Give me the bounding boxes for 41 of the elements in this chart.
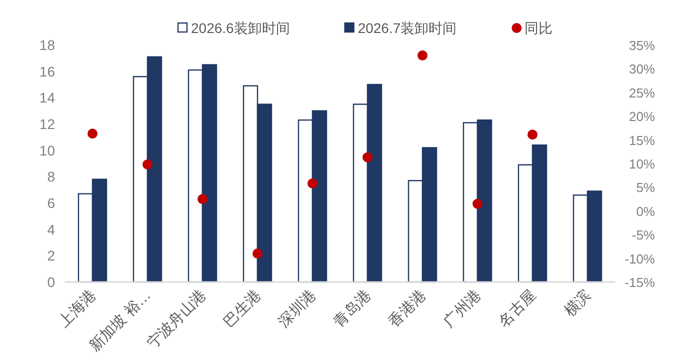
y-tick-label: 18 (39, 37, 56, 53)
y2-tick-label: -10% (624, 251, 656, 266)
x-tick-label: 名古屋 (495, 286, 540, 331)
point (252, 248, 262, 259)
legend-label: 2026.7装卸时间 (358, 20, 457, 36)
y-tick-label: 6 (47, 195, 56, 211)
y2-tick-label: 10% (628, 156, 656, 172)
point (88, 128, 98, 139)
y2-tick-label: 20% (628, 109, 656, 124)
legend-label: 2026.6装卸时间 (191, 20, 290, 36)
x-tick-label: 香港港 (385, 286, 430, 331)
x-tick-label: 上海港 (55, 286, 100, 331)
y-tick-label: 10 (39, 142, 56, 158)
y2-tick-label: 30% (628, 62, 656, 77)
y-tick-label: 2 (47, 248, 56, 264)
y2-tick-label: 25% (628, 85, 656, 100)
point (472, 198, 482, 209)
y-tick-label: 0 (47, 274, 56, 290)
y-tick-label: 8 (47, 168, 56, 185)
y2-tick-label: -15% (624, 275, 656, 290)
x-tick-label: 巴生港 (220, 286, 264, 331)
y2-tick-label: 0% (636, 204, 656, 219)
point (418, 50, 428, 60)
y2-tick-label: 15% (628, 132, 656, 148)
y-tick-label: 12 (39, 116, 56, 132)
y-tick-label: 4 (47, 221, 56, 238)
y2-tick-label: -5% (632, 228, 656, 243)
y-tick-label: 14 (39, 90, 56, 106)
x-tick-label: 横滨 (561, 286, 594, 320)
legend-label: 同比 (524, 20, 553, 36)
x-tick-label: 青岛港 (330, 286, 374, 331)
point (198, 194, 208, 204)
y-tick-label: 16 (39, 63, 56, 80)
y2-tick-label: 5% (636, 180, 656, 196)
y2-tick-label: 35% (628, 38, 656, 53)
x-tick-label: 深圳港 (275, 286, 320, 331)
x-tick-label: 广州港 (440, 286, 484, 331)
point (142, 159, 152, 170)
point (362, 152, 372, 162)
point (308, 178, 318, 188)
point (528, 130, 538, 140)
